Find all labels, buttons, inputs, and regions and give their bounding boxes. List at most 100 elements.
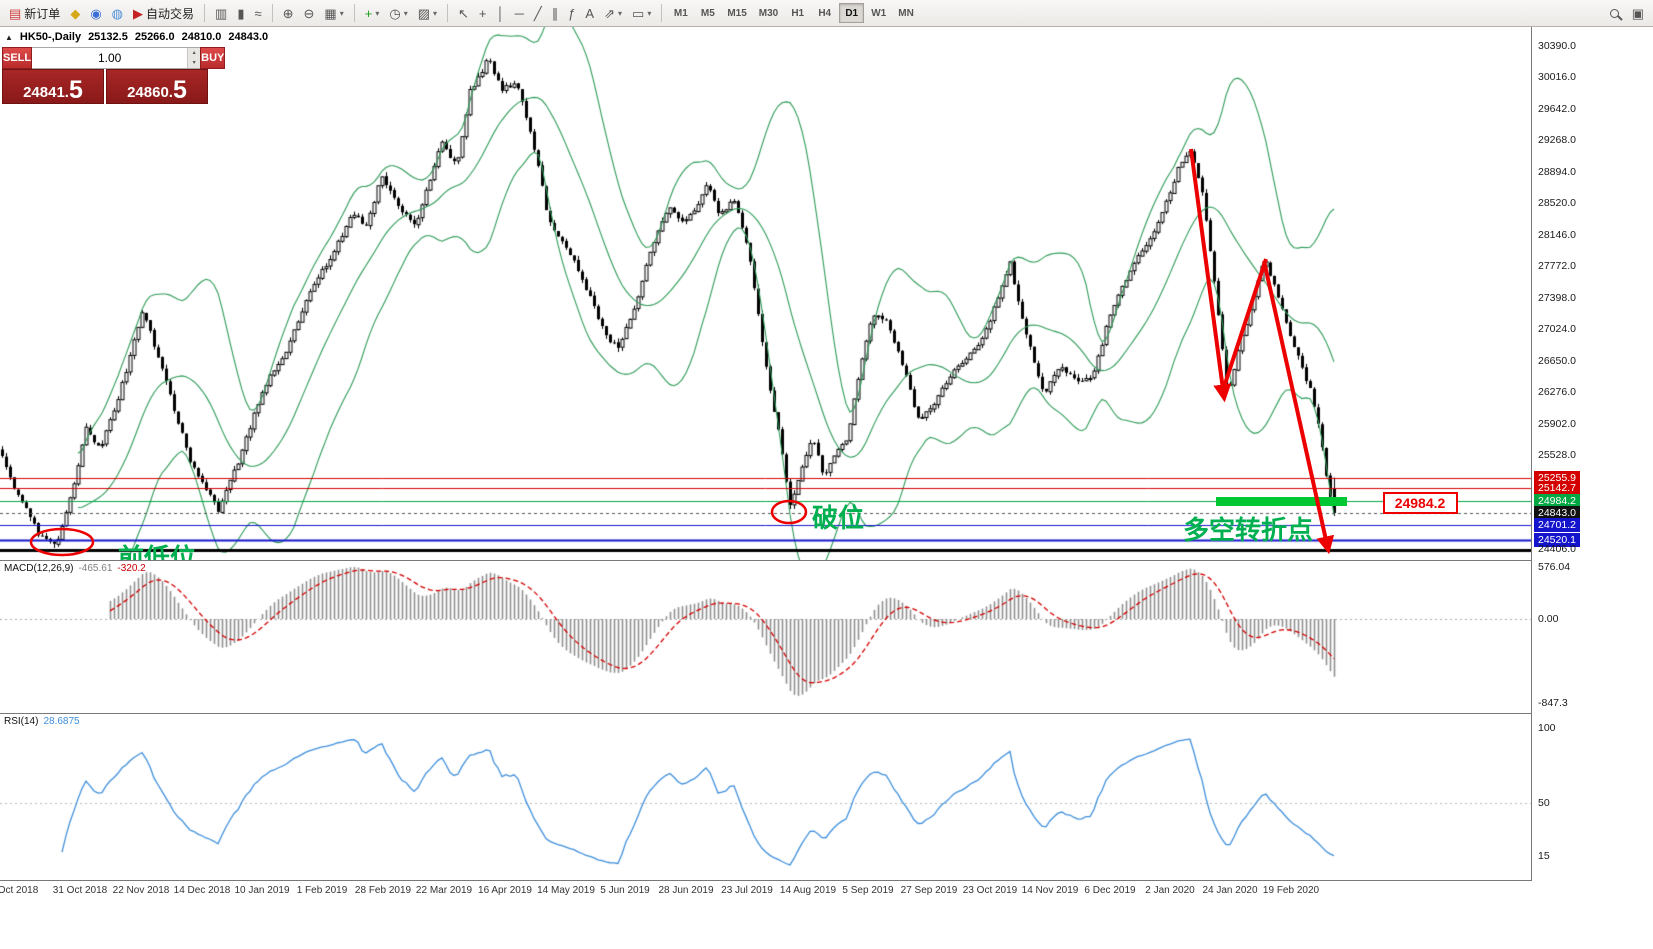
line-chart-icon: ≈ (254, 5, 262, 21)
timeframe-h1-button[interactable]: H1 (785, 3, 810, 23)
caret-down-icon: ▾ (375, 8, 380, 18)
arrow-objects-button[interactable]: ⇗ ▾ (599, 2, 627, 24)
price-tick-label: 27772.0 (1538, 260, 1576, 273)
caret-down-icon: ▾ (339, 8, 344, 18)
insert-indicator-button[interactable]: + ▾ (360, 2, 385, 24)
template-selector-button[interactable]: ▨ ▾ (413, 2, 442, 24)
channel-icon: ∥ (551, 5, 559, 21)
auto-trading-button-label: 自动交易 (146, 6, 195, 21)
macd-panel-canvas[interactable] (0, 561, 1531, 713)
volume-spinner: ▴ ▾ (187, 48, 201, 68)
zoom-in-button[interactable]: ⊕ (278, 2, 299, 24)
cursor-button[interactable]: ↖ (453, 2, 474, 24)
period-selector-button[interactable]: ◷ ▾ (384, 2, 412, 24)
price-tick-label: 30390.0 (1538, 39, 1576, 52)
volume-increase-button[interactable]: ▴ (188, 48, 201, 58)
zoom-out-icon: ⊖ (303, 5, 315, 21)
text-label-button[interactable]: A (580, 2, 599, 24)
panel-separator[interactable] (0, 713, 1653, 714)
price-tick-label: 27398.0 (1538, 291, 1576, 304)
market-watch-icon-icon: ◉ (90, 5, 102, 21)
trendline-icon: ╱ (533, 5, 542, 21)
rsi-panel-canvas[interactable] (0, 714, 1531, 880)
channel-button[interactable]: ∥ (547, 2, 564, 24)
timeframe-mn-button[interactable]: MN (893, 3, 919, 23)
buy-price-button[interactable]: 24860. 5 (106, 69, 208, 104)
macd-signal-value: -320.2 (117, 563, 146, 574)
price-tag: 24701.2 (1534, 518, 1580, 533)
fibonacci-button[interactable]: ƒ (563, 2, 580, 24)
zoom-out-button[interactable]: ⊖ (299, 2, 320, 24)
rsi-indicator-label: RSI(14) 28.6875 (4, 716, 80, 727)
auto-trading-button[interactable]: ▶ 自动交易 (128, 2, 199, 24)
shapes-button[interactable]: ▭ ▾ (627, 2, 656, 24)
buy-price-main: 24860. (127, 83, 173, 101)
volume-input[interactable] (32, 48, 188, 68)
tile-windows-button[interactable]: ▦ ▾ (319, 2, 348, 24)
date-axis-label: 14 Dec 2018 (173, 885, 231, 896)
chart-profiles-icon[interactable]: ◆ (65, 2, 85, 24)
vertical-line-button[interactable]: │ (492, 2, 510, 24)
data-window-icon-icon: ◍ (111, 5, 123, 21)
horizontal-line-icon: ─ (514, 5, 524, 21)
sell-price-pip: 5 (68, 75, 83, 104)
timeframe-m30-button[interactable]: M30 (754, 3, 783, 23)
rsi-axis-label: 50 (1538, 797, 1550, 809)
price-axis[interactable]: 30390.0 30016.0 29642.0 29268.0 28894.0 28520… (1532, 27, 1653, 881)
macd-axis-label: -847.3 (1538, 697, 1568, 710)
panel-separator[interactable] (0, 560, 1653, 561)
date-axis-label: 6 Dec 2019 (1084, 885, 1136, 896)
price-tick-label: 27024.0 (1538, 323, 1576, 336)
horizontal-line-button[interactable]: ─ (510, 2, 529, 24)
ohlc-low: 24810.0 (181, 31, 222, 43)
chart-profiles-icon-icon: ◆ (70, 5, 81, 21)
toolbar-separator (661, 4, 663, 22)
price-tick-label: 29642.0 (1538, 102, 1576, 115)
date-axis[interactable]: Oct 2018 31 Oct 2018 22 Nov 2018 14 Dec 201… (0, 881, 1653, 901)
price-tick-label: 29268.0 (1538, 134, 1576, 147)
arrow-objects-icon: ⇗ (604, 5, 615, 21)
trendline-button[interactable]: ╱ (529, 2, 547, 24)
date-axis-label: 10 Jan 2019 (234, 885, 290, 896)
toolbar-separator (447, 4, 449, 22)
timeframe-d1-button[interactable]: D1 (839, 3, 865, 23)
price-tag: 24406.0 (1538, 542, 1576, 555)
market-watch-icon[interactable]: ◉ (85, 2, 106, 24)
bar-chart-button[interactable]: ▥ (210, 2, 232, 24)
timeframe-m1-button[interactable]: M1 (668, 3, 693, 23)
date-axis-label: 5 Jun 2019 (600, 885, 650, 896)
crosshair-button[interactable]: + (474, 2, 492, 24)
timeframe-m15-button[interactable]: M15 (722, 3, 751, 23)
candlestick-chart-button[interactable]: ▮ (232, 2, 249, 24)
sell-button[interactable]: SELL (2, 47, 33, 69)
timeframe-h4-button[interactable]: H4 (812, 3, 837, 23)
timeframe-m5-button[interactable]: M5 (695, 3, 720, 23)
volume-control: ▴ ▾ (32, 47, 201, 69)
search-button[interactable] (1605, 2, 1627, 24)
sell-price-button[interactable]: 24841. 5 (2, 69, 104, 104)
ohlc-close: 24843.0 (228, 31, 269, 43)
price-tag: 25142.7 (1534, 480, 1580, 495)
price-chart-canvas[interactable] (0, 27, 1531, 560)
one-click-panel-toggle[interactable]: ▲ (5, 32, 13, 42)
buy-price-pip: 5 (172, 75, 187, 104)
new-order-button[interactable]: ▤ 新订单 (4, 2, 65, 24)
price-axis-border (1531, 27, 1532, 881)
date-axis-label: 28 Feb 2019 (354, 885, 412, 896)
price-tick-label: 30016.0 (1538, 71, 1576, 84)
volume-decrease-button[interactable]: ▾ (188, 58, 201, 68)
timeframe-w1-button[interactable]: W1 (866, 3, 891, 23)
date-axis-label: 5 Sep 2019 (842, 885, 894, 896)
buy-button[interactable]: BUY (200, 47, 226, 69)
caret-down-icon: ▾ (433, 8, 438, 18)
data-window-icon[interactable]: ◍ (107, 2, 128, 24)
toolbar-separator (204, 4, 206, 22)
chart-shift-button[interactable]: ▣ (1627, 2, 1649, 24)
line-chart-button[interactable]: ≈ (249, 2, 266, 24)
rsi-axis-label: 15 (1538, 849, 1550, 862)
date-axis-label: 23 Oct 2019 (962, 885, 1018, 896)
date-axis-label: 28 Jun 2019 (658, 885, 714, 896)
crosshair-icon: + (478, 5, 487, 21)
rsi-title: RSI(14) (4, 716, 39, 727)
